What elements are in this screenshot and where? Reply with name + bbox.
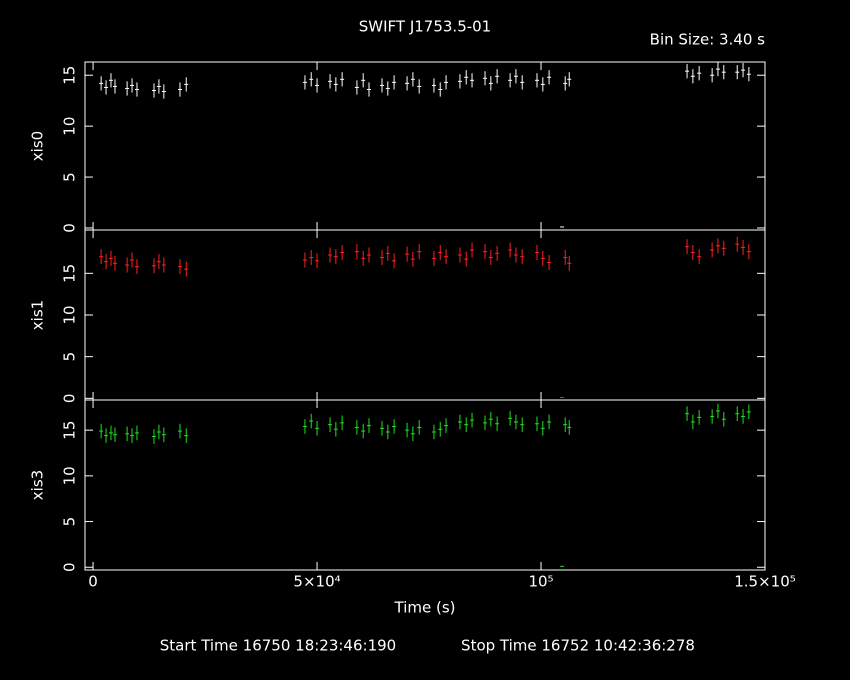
y-tick-label: 10 xyxy=(61,305,79,324)
x-tick-label: 10⁵ xyxy=(528,573,553,591)
start-time: Start Time 16750 18:23:46:190 xyxy=(160,637,396,655)
panel-frame xyxy=(84,229,766,401)
panel-frame xyxy=(84,399,766,571)
x-tick-label: 1.5×10⁵ xyxy=(734,573,796,591)
y-axis-label: xis0 xyxy=(29,131,47,161)
y-tick-label: 10 xyxy=(61,117,79,136)
y-tick-label: 0 xyxy=(61,562,79,572)
y-axis-label: xis1 xyxy=(29,300,47,330)
y-tick-label: 15 xyxy=(61,264,79,283)
y-tick-label: 0 xyxy=(61,223,79,233)
x-axis-label: Time (s) xyxy=(394,599,456,617)
chart-title: SWIFT J1753.5-01 xyxy=(359,18,491,36)
stop-time: Stop Time 16752 10:42:36:278 xyxy=(461,637,695,655)
x-tick-label: 5×10⁴ xyxy=(293,573,340,591)
y-tick-label: 10 xyxy=(61,466,79,485)
x-tick-label: 0 xyxy=(88,573,98,591)
y-tick-label: 5 xyxy=(61,517,79,527)
bin-size: Bin Size: 3.40 s xyxy=(650,31,766,49)
y-tick-label: 15 xyxy=(61,66,79,85)
y-axis-label: xis3 xyxy=(29,470,47,500)
y-tick-label: 5 xyxy=(61,352,79,362)
y-tick-label: 5 xyxy=(61,172,79,182)
y-tick-label: 15 xyxy=(61,421,79,440)
y-tick-label: 0 xyxy=(61,394,79,404)
panel-frame xyxy=(84,61,766,231)
